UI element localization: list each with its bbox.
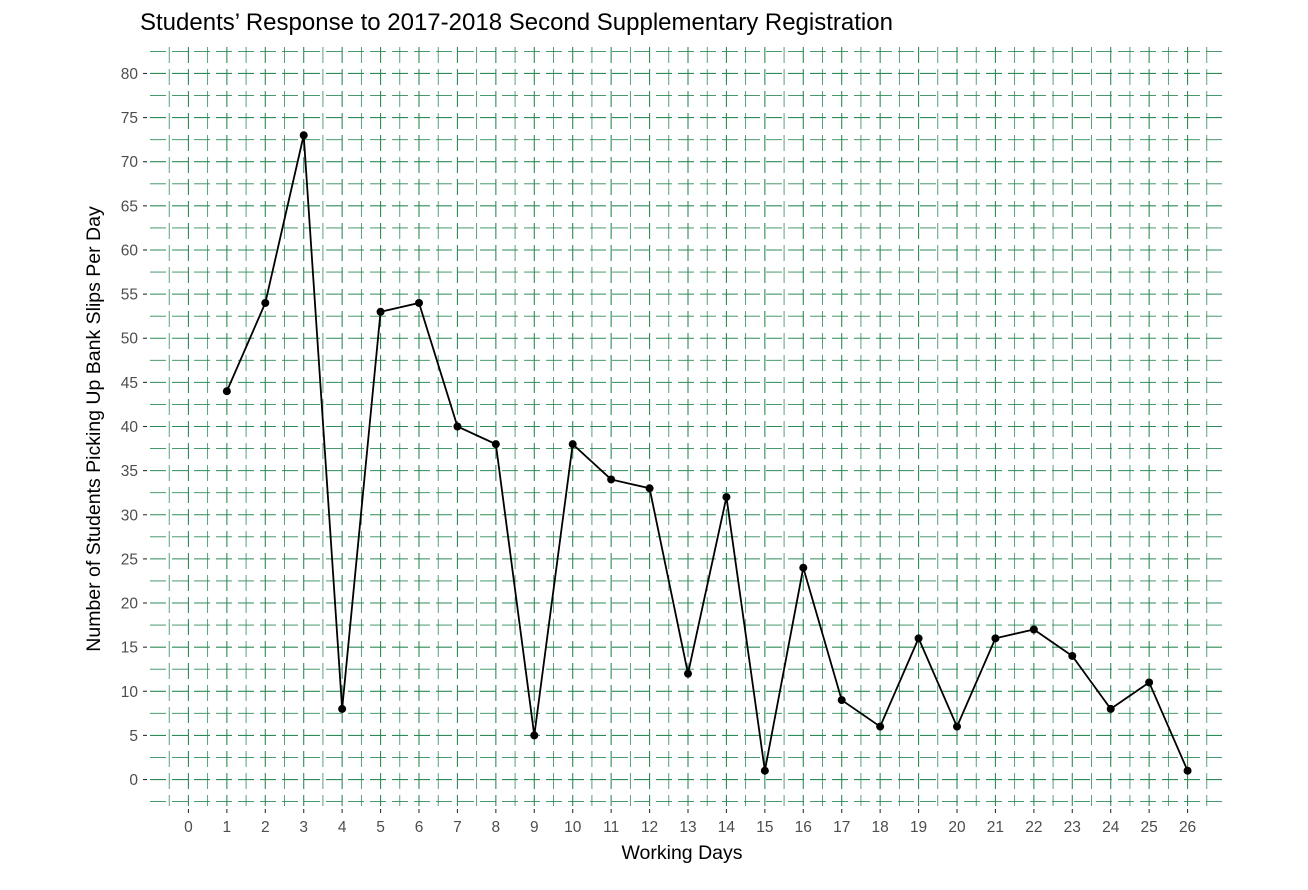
y-axis: 0 5 10 15 20 25 30 35 40 45 50 55 60 65 70 75 80 xyxy=(121,66,147,789)
data-point-day-16 xyxy=(799,563,808,572)
x-tick-label-5: 5 xyxy=(376,819,385,836)
y-tick-label-65: 65 xyxy=(121,198,138,215)
data-point-day-25 xyxy=(1145,678,1154,687)
data-point-day-20 xyxy=(953,722,961,731)
x-tick-label-23: 23 xyxy=(1064,819,1081,836)
y-tick-label-40: 40 xyxy=(121,419,139,436)
x-tick-label-4: 4 xyxy=(338,819,347,836)
y-tick-label-5: 5 xyxy=(129,728,138,745)
x-tick-label-12: 12 xyxy=(641,819,658,836)
x-tick-label-21: 21 xyxy=(987,819,1004,836)
data-point-day-24 xyxy=(1106,704,1115,713)
data-point-day-5 xyxy=(376,307,385,316)
series-line xyxy=(226,135,1189,772)
y-tick-label-20: 20 xyxy=(121,596,139,613)
y-tick-label-0: 0 xyxy=(129,772,138,789)
y-tick-label-75: 75 xyxy=(121,110,138,127)
data-point-day-1 xyxy=(222,387,231,396)
x-tick-label-16: 16 xyxy=(795,819,812,836)
x-tick-label-20: 20 xyxy=(948,819,966,836)
y-tick-label-30: 30 xyxy=(121,507,139,524)
x-tick-label-15: 15 xyxy=(756,819,773,836)
data-point-day-23 xyxy=(1068,651,1077,660)
data-point-day-3 xyxy=(299,131,308,140)
data-point-day-19 xyxy=(914,634,923,643)
y-tick-label-15: 15 xyxy=(121,640,138,657)
x-tick-label-7: 7 xyxy=(453,819,462,836)
x-tick-label-0: 0 xyxy=(184,819,193,836)
data-point-day-11 xyxy=(607,475,616,484)
x-tick-label-8: 8 xyxy=(492,819,501,836)
x-tick-label-9: 9 xyxy=(530,819,539,836)
x-tick-label-2: 2 xyxy=(261,819,270,836)
data-point-day-26 xyxy=(1183,766,1192,775)
chart-title: Students’ Response to 2017-2018 Second S… xyxy=(140,9,893,36)
x-axis: 0 1 2 3 4 5 6 7 8 9 10 11 12 13 14 15 16 17 18 19 20 21 22 23 24… xyxy=(184,809,1196,836)
x-tick-label-10: 10 xyxy=(564,819,582,836)
y-tick-label-25: 25 xyxy=(121,551,138,568)
y-tick-label-55: 55 xyxy=(121,287,138,304)
y-tick-label-60: 60 xyxy=(121,242,139,259)
data-point-day-12 xyxy=(645,484,654,493)
data-point-day-7 xyxy=(453,422,462,431)
x-tick-label-26: 26 xyxy=(1179,819,1196,836)
data-point-day-15 xyxy=(760,766,769,775)
data-point-day-17 xyxy=(837,696,846,705)
data-point-day-4 xyxy=(338,704,347,713)
y-tick-label-35: 35 xyxy=(121,463,138,480)
x-tick-label-24: 24 xyxy=(1102,819,1120,836)
x-tick-label-19: 19 xyxy=(910,819,927,836)
data-point-day-2 xyxy=(261,298,270,307)
y-tick-label-80: 80 xyxy=(121,66,139,83)
data-point-day-13 xyxy=(684,669,692,678)
data-point-day-21 xyxy=(991,634,1000,643)
data-point-day-18 xyxy=(876,722,885,731)
x-tick-label-25: 25 xyxy=(1141,819,1158,836)
data-point-day-8 xyxy=(491,440,500,449)
y-tick-label-45: 45 xyxy=(121,375,138,392)
data-point-day-22 xyxy=(1029,625,1038,634)
data-point-day-6 xyxy=(415,298,423,307)
y-axis-title: Number of Students Picking Up Bank Slips… xyxy=(83,206,105,652)
x-tick-label-11: 11 xyxy=(603,819,619,836)
data-point-day-10 xyxy=(568,440,577,449)
x-tick-label-1: 1 xyxy=(223,819,232,836)
data-point-day-14 xyxy=(722,493,731,502)
x-tick-label-22: 22 xyxy=(1025,819,1042,836)
x-axis-title: Working Days xyxy=(621,842,742,864)
y-tick-label-10: 10 xyxy=(121,684,139,701)
data-series xyxy=(222,131,1192,775)
x-tick-label-18: 18 xyxy=(872,819,889,836)
data-point-day-9 xyxy=(530,731,539,740)
x-tick-label-6: 6 xyxy=(415,819,424,836)
x-tick-label-14: 14 xyxy=(718,819,736,836)
y-tick-label-70: 70 xyxy=(121,154,139,171)
x-tick-label-3: 3 xyxy=(299,819,308,836)
x-tick-label-13: 13 xyxy=(679,819,696,836)
x-tick-label-17: 17 xyxy=(833,819,850,836)
y-tick-label-50: 50 xyxy=(121,331,139,348)
